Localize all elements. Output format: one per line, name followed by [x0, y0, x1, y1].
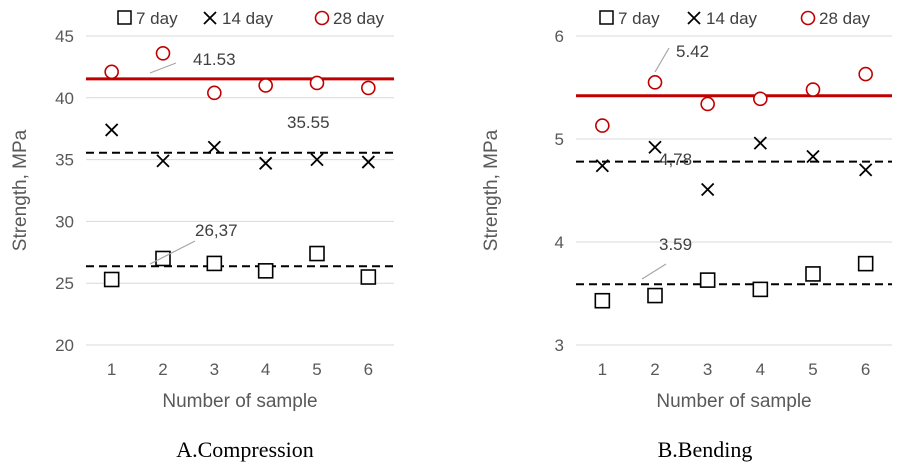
x-tick-label: 5	[808, 360, 817, 379]
legend: 7 day 14 day 28 day	[117, 9, 385, 28]
y-tick-label: 35	[55, 151, 74, 170]
data-point-14-day	[806, 149, 820, 164]
x-tick-label: 2	[158, 360, 167, 379]
data-point-28-day	[700, 96, 715, 112]
y-tick-label: 6	[555, 27, 564, 46]
mean-label: 35.55	[287, 113, 330, 132]
data-point-7-day	[309, 245, 325, 262]
legend-marker-circle	[800, 10, 816, 26]
data-point-7-day	[206, 255, 223, 272]
data-point-28-day	[647, 75, 663, 90]
y-tick-label: 3	[555, 336, 564, 355]
legend-marker-circle	[314, 10, 330, 26]
x-tick-label: 4	[756, 360, 765, 379]
legend-marker-square	[599, 10, 614, 25]
legend-marker-x	[687, 11, 701, 25]
y-tick-label: 5	[555, 130, 564, 149]
leader-line	[654, 47, 670, 73]
data-point-14-day	[361, 155, 375, 169]
data-point-7-day	[594, 292, 611, 309]
data-point-7-day	[257, 263, 274, 279]
data-point-28-day	[309, 75, 325, 91]
legend: 7 day 14 day 28 day	[599, 9, 871, 28]
legend-label: 28 day	[819, 9, 871, 28]
chart-caption: A.Compression	[176, 437, 314, 462]
y-tick-label: 40	[55, 89, 74, 108]
x-axis-title: Number of sample	[656, 391, 811, 412]
data-point-7-day	[752, 281, 769, 298]
mean-label: 4,78	[659, 150, 692, 169]
y-tick-label: 30	[55, 212, 74, 231]
bending-chart: 3 4 5 6 1 2 3 4 5 6 Number of sample Strength, MPa B…	[481, 9, 892, 462]
data-point-28-day	[258, 78, 273, 93]
legend-marker-x	[203, 11, 217, 25]
legend-label: 14 day	[222, 9, 274, 28]
data-point-28-day	[207, 85, 222, 101]
x-tick-label: 2	[650, 360, 659, 379]
mean-label: 26,37	[195, 221, 238, 240]
legend-label: 7 day	[618, 9, 660, 28]
x-tick-label: 5	[312, 360, 321, 379]
x-tick-label: 3	[210, 360, 219, 379]
data-point-14-day	[259, 156, 273, 170]
data-point-14-day	[156, 154, 170, 168]
legend-marker-square	[117, 10, 132, 25]
data-point-14-day	[105, 123, 119, 137]
data-point-7-day	[857, 255, 874, 272]
data-point-7-day	[699, 272, 716, 288]
x-tick-label: 4	[261, 360, 270, 379]
data-point-14-day	[859, 163, 873, 177]
data-point-7-day	[360, 269, 377, 285]
leader-line	[149, 62, 177, 74]
data-point-28-day	[595, 118, 610, 133]
y-tick-label: 20	[55, 336, 74, 355]
data-point-7-day	[647, 287, 663, 304]
data-point-14-day	[595, 159, 609, 173]
data-point-14-day	[648, 140, 662, 154]
mean-label: 41.53	[193, 50, 236, 69]
data-point-28-day	[805, 82, 821, 97]
data-point-14-day	[310, 152, 324, 167]
data-point-14-day	[701, 182, 715, 197]
data-point-28-day	[361, 80, 376, 96]
x-tick-label: 3	[703, 360, 712, 379]
x-axis-title: Number of sample	[162, 391, 317, 412]
legend-label: 7 day	[136, 9, 178, 28]
y-axis-title: Strength, MPa	[10, 129, 31, 251]
data-point-28-day	[858, 66, 873, 82]
y-axis-title: Strength, MPa	[481, 129, 502, 251]
leader-line	[149, 240, 196, 265]
mean-label: 5.42	[676, 42, 709, 61]
mean-label: 3.59	[659, 235, 692, 254]
legend-label: 28 day	[333, 9, 385, 28]
data-point-7-day	[103, 271, 120, 288]
legend-label: 14 day	[706, 9, 758, 28]
chart-caption: B.Bending	[658, 437, 753, 462]
x-tick-label: 6	[364, 360, 373, 379]
data-point-7-day	[805, 266, 821, 282]
x-tick-label: 1	[598, 360, 607, 379]
y-tick-label: 25	[55, 274, 74, 293]
y-tick-label: 4	[555, 233, 564, 252]
x-tick-label: 6	[861, 360, 870, 379]
data-point-28-day	[155, 46, 171, 61]
leader-line	[641, 263, 667, 280]
data-point-14-day	[753, 136, 767, 150]
y-tick-label: 45	[55, 27, 74, 46]
x-tick-label: 1	[107, 360, 116, 379]
data-point-7-day	[155, 250, 171, 267]
data-point-28-day	[104, 64, 119, 80]
data-point-28-day	[753, 91, 768, 107]
data-point-14-day	[207, 140, 221, 154]
